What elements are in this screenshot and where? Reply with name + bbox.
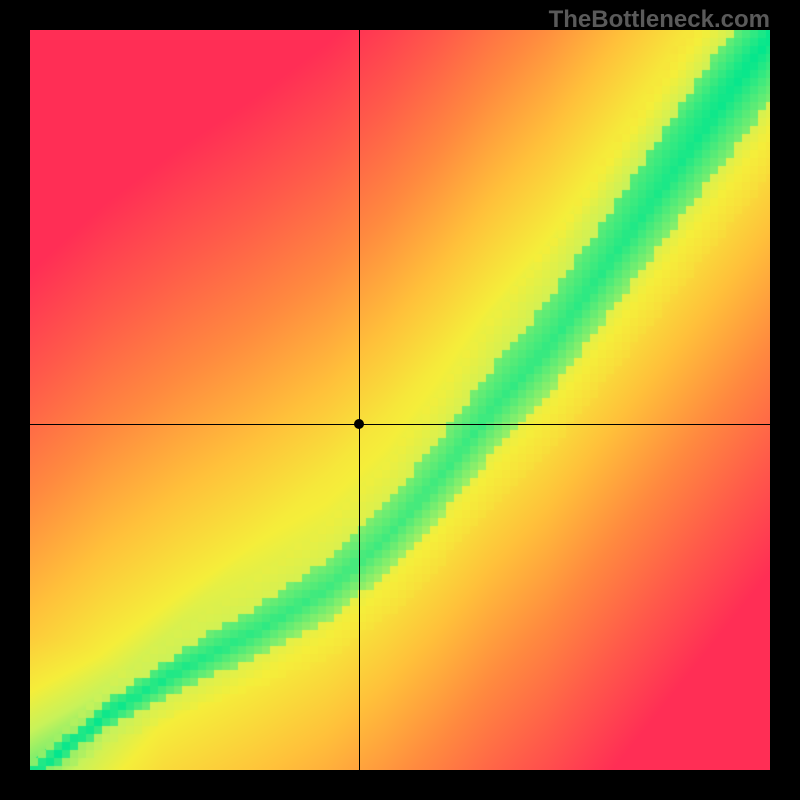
data-point-marker [354, 419, 364, 429]
watermark-label: TheBottleneck.com [549, 6, 770, 34]
crosshair-horizontal [30, 424, 770, 425]
heatmap-canvas [30, 30, 770, 770]
crosshair-vertical [359, 30, 360, 770]
heatmap-plot [30, 30, 770, 770]
